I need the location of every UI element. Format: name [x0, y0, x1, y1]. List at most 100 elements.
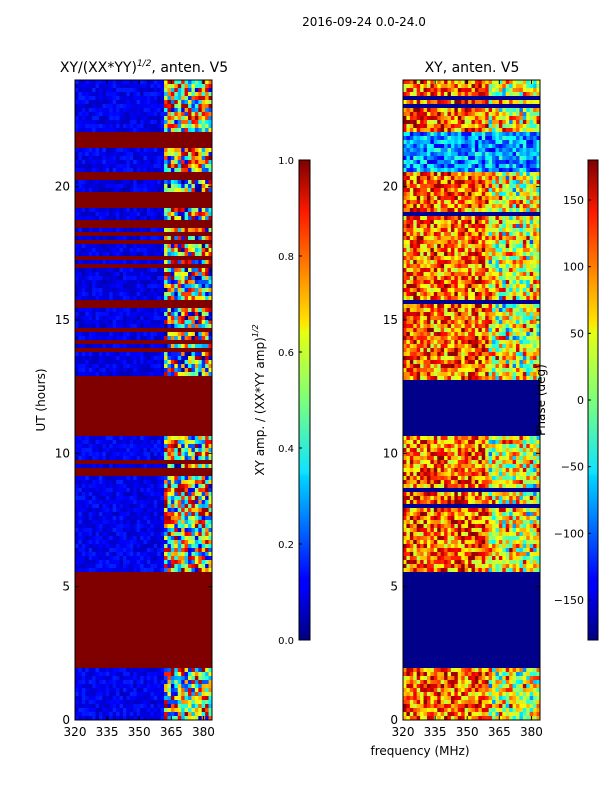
- heatmap-cell: [102, 232, 107, 237]
- heatmap-cell: [133, 292, 138, 297]
- heatmap-cell: [81, 560, 86, 565]
- heatmap-cell: [174, 392, 179, 397]
- heatmap-cell: [122, 180, 127, 185]
- heatmap-cell: [126, 204, 131, 209]
- heatmap-cell: [75, 360, 80, 365]
- heatmap-cell: [157, 80, 162, 85]
- heatmap-cell: [119, 220, 124, 225]
- heatmap-cell: [78, 324, 83, 329]
- heatmap-cell: [153, 140, 158, 145]
- heatmap-cell: [153, 480, 158, 485]
- heatmap-cell: [167, 532, 172, 537]
- heatmap-cell: [164, 524, 169, 529]
- heatmap-cell: [160, 440, 165, 445]
- heatmap-cell: [150, 536, 155, 541]
- heatmap-cell: [198, 292, 203, 297]
- heatmap-cell: [75, 112, 80, 117]
- heatmap-cell: [140, 372, 145, 377]
- heatmap-cell: [133, 424, 138, 429]
- heatmap-cell: [75, 540, 80, 545]
- heatmap-cell: [112, 304, 117, 309]
- heatmap-cell: [98, 172, 103, 177]
- heatmap-cell: [95, 344, 100, 349]
- heatmap-cell: [188, 316, 193, 321]
- heatmap-cell: [174, 368, 179, 373]
- heatmap-cell: [157, 412, 162, 417]
- heatmap-cell: [167, 356, 172, 361]
- heatmap-cell: [98, 464, 103, 469]
- heatmap-cell: [170, 96, 175, 101]
- heatmap-cell: [129, 476, 134, 481]
- heatmap-cell: [112, 268, 117, 273]
- heatmap-cell: [205, 104, 210, 109]
- heatmap-cell: [157, 416, 162, 421]
- heatmap-cell: [78, 560, 83, 565]
- heatmap-cell: [129, 148, 134, 153]
- heatmap-cell: [88, 168, 93, 173]
- heatmap-cell: [170, 448, 175, 453]
- heatmap-cell: [164, 196, 169, 201]
- heatmap-cell: [75, 268, 80, 273]
- heatmap-cell: [201, 92, 206, 97]
- heatmap-cell: [122, 104, 127, 109]
- heatmap-cell: [208, 160, 212, 165]
- heatmap-cell: [160, 524, 165, 529]
- heatmap-cell: [116, 428, 121, 433]
- heatmap-cell: [85, 548, 90, 553]
- heatmap-cell: [188, 360, 193, 365]
- heatmap-cell: [75, 464, 80, 469]
- heatmap-cell: [136, 528, 141, 533]
- heatmap-cell: [129, 116, 134, 121]
- heatmap-cell: [109, 392, 114, 397]
- heatmap-cell: [184, 184, 189, 189]
- heatmap-cell: [102, 360, 107, 365]
- heatmap-cell: [208, 180, 212, 185]
- heatmap-cell: [174, 352, 179, 357]
- heatmap-cell: [205, 360, 210, 365]
- heatmap-cell: [177, 172, 182, 177]
- heatmap-cell: [188, 472, 193, 477]
- heatmap-cell: [184, 220, 189, 225]
- heatmap-cell: [146, 112, 151, 117]
- heatmap-cell: [136, 112, 141, 117]
- heatmap-cell: [177, 200, 182, 205]
- heatmap-cell: [112, 300, 117, 305]
- heatmap-cell: [201, 304, 206, 309]
- heatmap-cell: [160, 144, 165, 149]
- heatmap-cell: [160, 172, 165, 177]
- heatmap-cell: [177, 268, 182, 273]
- heatmap-cell: [170, 304, 175, 309]
- heatmap-cell: [198, 416, 203, 421]
- heatmap-cell: [129, 556, 134, 561]
- heatmap-cell: [170, 364, 175, 369]
- heatmap-cell: [201, 112, 206, 117]
- heatmap-cell: [129, 188, 134, 193]
- heatmap-cell: [153, 360, 158, 365]
- heatmap-cell: [133, 324, 138, 329]
- heatmap-cell: [198, 492, 203, 497]
- heatmap-cell: [112, 220, 117, 225]
- heatmap-cell: [194, 188, 199, 193]
- heatmap-cell: [194, 172, 199, 177]
- heatmap-cell: [201, 384, 206, 389]
- heatmap-cell: [174, 524, 179, 529]
- heatmap-cell: [177, 412, 182, 417]
- heatmap-cell: [140, 212, 145, 217]
- heatmap-cell: [164, 252, 169, 257]
- heatmap-cell: [112, 496, 117, 501]
- heatmap-cell: [88, 556, 93, 561]
- heatmap-cell: [119, 276, 124, 281]
- heatmap-cell: [160, 84, 165, 89]
- heatmap-cell: [157, 88, 162, 93]
- heatmap-cell: [140, 376, 145, 381]
- heatmap-cell: [208, 168, 212, 173]
- heatmap-cell: [198, 112, 203, 117]
- heatmap-cell: [201, 252, 206, 257]
- heatmap-cell: [160, 216, 165, 221]
- heatmap-cell: [160, 556, 165, 561]
- heatmap-cell: [143, 564, 148, 569]
- heatmap-cell: [105, 80, 110, 85]
- heatmap-cell: [157, 560, 162, 565]
- heatmap-cell: [126, 368, 131, 373]
- heatmap-cell: [88, 540, 93, 545]
